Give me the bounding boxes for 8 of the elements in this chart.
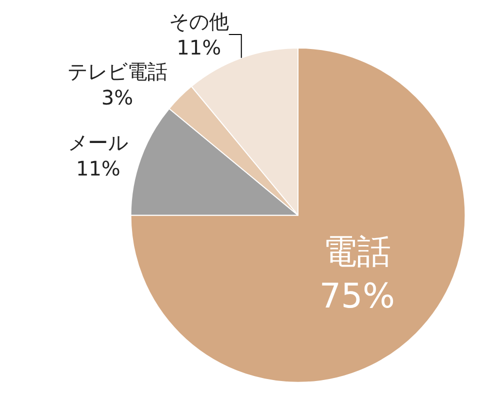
slice-label: メール xyxy=(68,130,128,155)
data-label: 75% xyxy=(319,276,395,316)
slice-label: テレビ電話 xyxy=(67,59,168,84)
data-label: 3% xyxy=(101,85,134,110)
data-label: 11% xyxy=(76,156,120,181)
slice-label: 電話 xyxy=(323,232,392,272)
slice-label: その他 xyxy=(168,9,229,34)
data-label: 11% xyxy=(176,35,222,60)
